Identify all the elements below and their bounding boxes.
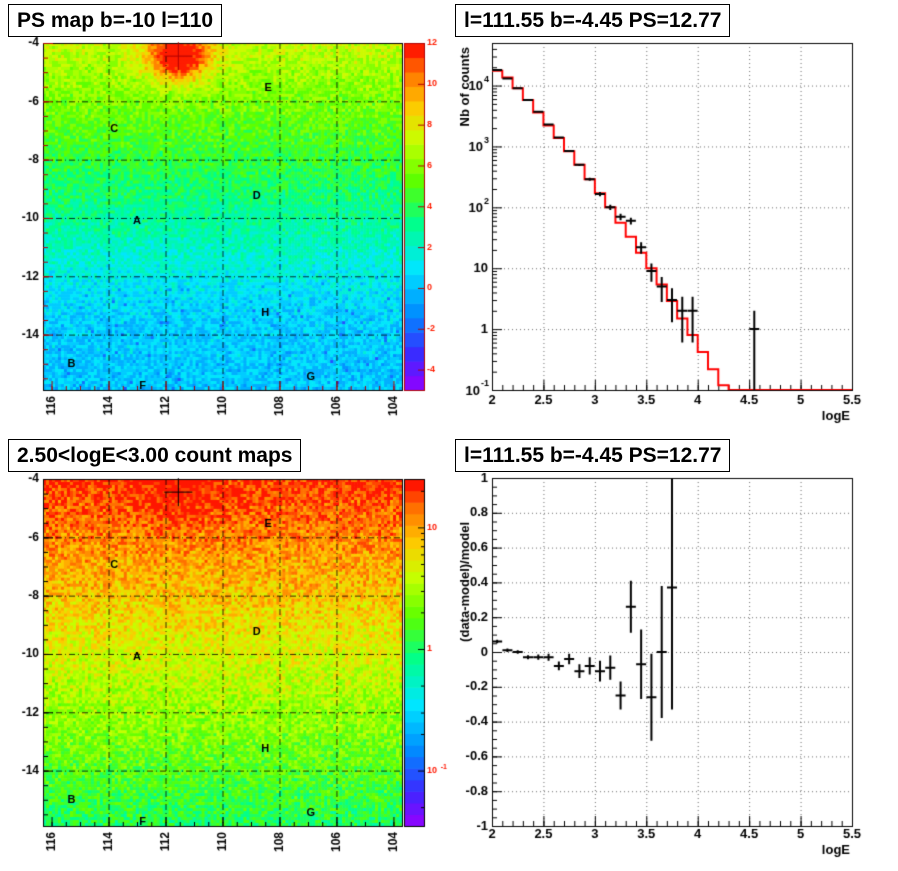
count-map-title: 2.50<logE<3.00 count maps — [8, 439, 302, 472]
ps-map-title: PS map b=-10 l=110 — [8, 4, 223, 37]
residual-title: l=111.55 b=-4.45 PS=12.77 — [455, 439, 731, 472]
spectrum-title: l=111.55 b=-4.45 PS=12.77 — [455, 4, 731, 37]
